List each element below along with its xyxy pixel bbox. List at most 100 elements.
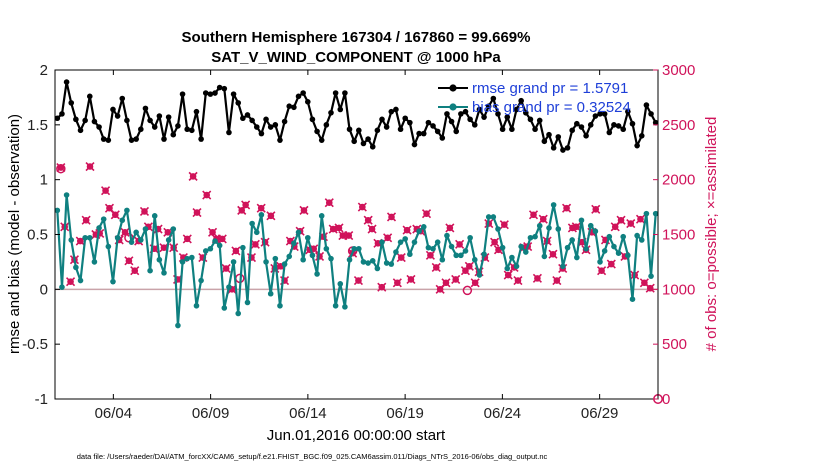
rmse-series (54, 79, 659, 153)
bias-point (323, 245, 330, 252)
rmse-point (420, 130, 427, 137)
left-axis-label: rmse and bias (model - observation) (6, 114, 23, 354)
bias-point (490, 214, 497, 220)
rmse-point (448, 118, 455, 125)
bias-point (332, 302, 339, 309)
bias-point (374, 265, 381, 272)
bias-point (393, 249, 399, 255)
bias-point (625, 252, 631, 259)
bias-point (96, 225, 102, 231)
obs-assimilated-marker (324, 198, 334, 208)
bias-point (249, 220, 255, 227)
obs-assimilated-marker (207, 227, 218, 237)
bias-point (555, 226, 562, 232)
rmse-point (207, 91, 214, 97)
bias-point (620, 233, 627, 240)
rmse-point (110, 106, 116, 113)
rmse-point (82, 117, 88, 124)
obs-assimilated-marker (591, 204, 601, 214)
bias-point (240, 244, 246, 251)
rmse-point (304, 99, 311, 105)
bias-point (184, 255, 190, 262)
rmse-point (337, 106, 344, 113)
obs-assimilated-marker (241, 200, 251, 210)
x-tick-label: 06/09 (192, 405, 230, 422)
bias-point (532, 233, 538, 240)
rmse-point (249, 117, 255, 124)
rmse-point (96, 124, 102, 130)
bias-point (652, 210, 659, 217)
bias-point (523, 249, 529, 255)
bias-point (86, 234, 93, 241)
bias-point (606, 233, 613, 240)
bias-point (643, 210, 650, 217)
rmse-point (560, 147, 566, 153)
rmse-point (462, 108, 469, 115)
rmse-point (179, 91, 186, 97)
bias-point (119, 217, 126, 224)
obs-assimilated-marker (606, 259, 616, 269)
rmse-point (309, 116, 316, 123)
bias-point (564, 244, 571, 251)
bias-point (425, 244, 432, 251)
obs-assimilated-marker (383, 233, 393, 243)
bias-point (485, 214, 492, 220)
bias-point (216, 242, 223, 249)
rmse-point (407, 119, 413, 126)
rmse-point (267, 124, 274, 130)
rmse-point (235, 100, 242, 106)
rmse-point (161, 136, 167, 142)
rmse-point (629, 120, 636, 127)
rmse-point (202, 90, 209, 96)
rmse-point (634, 142, 640, 149)
obs-assimilated-marker (562, 203, 572, 213)
bias-point (504, 265, 511, 272)
obs-assimilated-marker (451, 274, 461, 285)
left-tick-label: 1 (40, 172, 48, 189)
obs-possible-marker (462, 285, 473, 296)
bias-point (648, 273, 654, 279)
rmse-point (444, 111, 450, 117)
bias-point (351, 245, 357, 252)
bias-point (193, 302, 200, 309)
rmse-point (555, 134, 562, 140)
bias-point (77, 277, 84, 284)
obs-assimilated-marker (571, 222, 581, 232)
bias-point (142, 226, 149, 232)
right-tick-label: 0 (662, 391, 670, 408)
right-tick-label: 500 (662, 336, 687, 353)
bias-point (295, 229, 302, 236)
bias-point (286, 253, 293, 260)
rmse-point (216, 84, 223, 91)
bias-point (100, 216, 107, 222)
bias-point (629, 296, 636, 303)
bias-point (430, 245, 436, 252)
bias-point (314, 271, 320, 277)
rmse-point (360, 140, 367, 147)
legend-entry-bias: bias grand pr = 0.32524 (438, 99, 631, 116)
bias-point (495, 226, 501, 232)
bias-point (346, 256, 353, 263)
right-tick-label: 2000 (662, 172, 695, 189)
bias-point (592, 228, 599, 235)
rmse-point (383, 124, 390, 130)
bias-point (318, 213, 325, 219)
bias-point (82, 234, 88, 241)
obs-assimilated-marker (85, 161, 95, 172)
rmse-point (124, 117, 130, 124)
bias-point (383, 260, 390, 266)
rmse-point (175, 123, 181, 129)
obs-assimilated-marker (532, 273, 542, 283)
bias-point (462, 248, 469, 254)
bias-point (434, 239, 441, 245)
obs-assimilated-marker (552, 275, 562, 286)
rmse-point (351, 138, 357, 145)
obs-assimilated-marker (130, 266, 140, 276)
rmse-point (611, 122, 617, 128)
bias-point (369, 258, 376, 264)
rmse-point (518, 97, 524, 104)
rmse-point (63, 79, 70, 85)
obs-assimilated-marker (221, 263, 231, 274)
legend-label-rmse: rmse grand pr = 1.5791 (472, 80, 628, 97)
